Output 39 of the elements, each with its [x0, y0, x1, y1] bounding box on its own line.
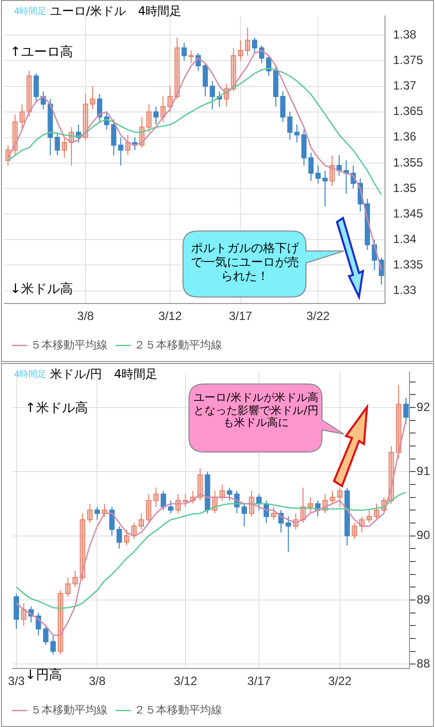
- x-tick-label: 3/8: [88, 674, 106, 688]
- annotation: ↓米ドル高: [10, 282, 73, 297]
- x-tick-label: 3/22: [306, 309, 330, 324]
- annotation: ↑ユーロ高: [10, 45, 73, 60]
- y-tick-label: 90: [416, 528, 430, 542]
- x-tick-label: 3/3: [8, 674, 26, 688]
- x-tick-label: 3/12: [174, 674, 198, 688]
- x-tick-label: 3/8: [77, 309, 94, 324]
- y-tick-label: 1.355: [392, 155, 424, 170]
- x-tick-label: 3/17: [247, 674, 271, 688]
- y-tick-label: 1.335: [392, 258, 424, 272]
- legend-label: ５本移動平均線: [30, 703, 108, 716]
- legend-label: ２５本移動平均線: [134, 338, 222, 352]
- y-tick-label: 1.34: [392, 232, 417, 246]
- annotation: 4時間足: [14, 7, 47, 17]
- y-tick-label: 1.365: [392, 104, 424, 118]
- y-tick-label: 1.37: [392, 78, 417, 93]
- y-tick-label: 91: [416, 464, 430, 478]
- chart-title: 米ドル/円 4時間足: [50, 367, 158, 382]
- y-tick-label: 1.33: [392, 283, 417, 298]
- y-tick-label: 1.36: [392, 130, 417, 144]
- x-tick-label: 3/17: [228, 309, 253, 324]
- chart-title: ユーロ/米ドル 4時間足: [50, 4, 182, 19]
- legend-label: ２５本移動平均線: [134, 703, 222, 716]
- x-tick-label: 3/12: [158, 309, 182, 324]
- annotation: ↑米ドル高: [25, 401, 88, 416]
- y-tick-label: 89: [416, 592, 430, 606]
- y-tick-label: 1.375: [392, 53, 424, 68]
- y-tick-label: 1.35: [392, 180, 417, 195]
- annotation: ポルトガルの格下げで一気にユーロが売られた！: [191, 241, 299, 283]
- y-tick-label: 1.38: [392, 27, 417, 42]
- annotation: ユーロ/米ドルが米ドル高となった影響で米ドル/円も米ドル高に: [194, 391, 318, 430]
- annotation: ↓円高: [25, 668, 62, 683]
- legend-label: ５本移動平均線: [30, 338, 108, 352]
- y-tick-label: 1.345: [392, 206, 424, 220]
- y-tick-label: 92: [416, 400, 430, 414]
- annotation: 4時間足: [14, 370, 47, 380]
- y-tick-label: 88: [416, 656, 430, 670]
- x-tick-label: 3/22: [328, 674, 352, 688]
